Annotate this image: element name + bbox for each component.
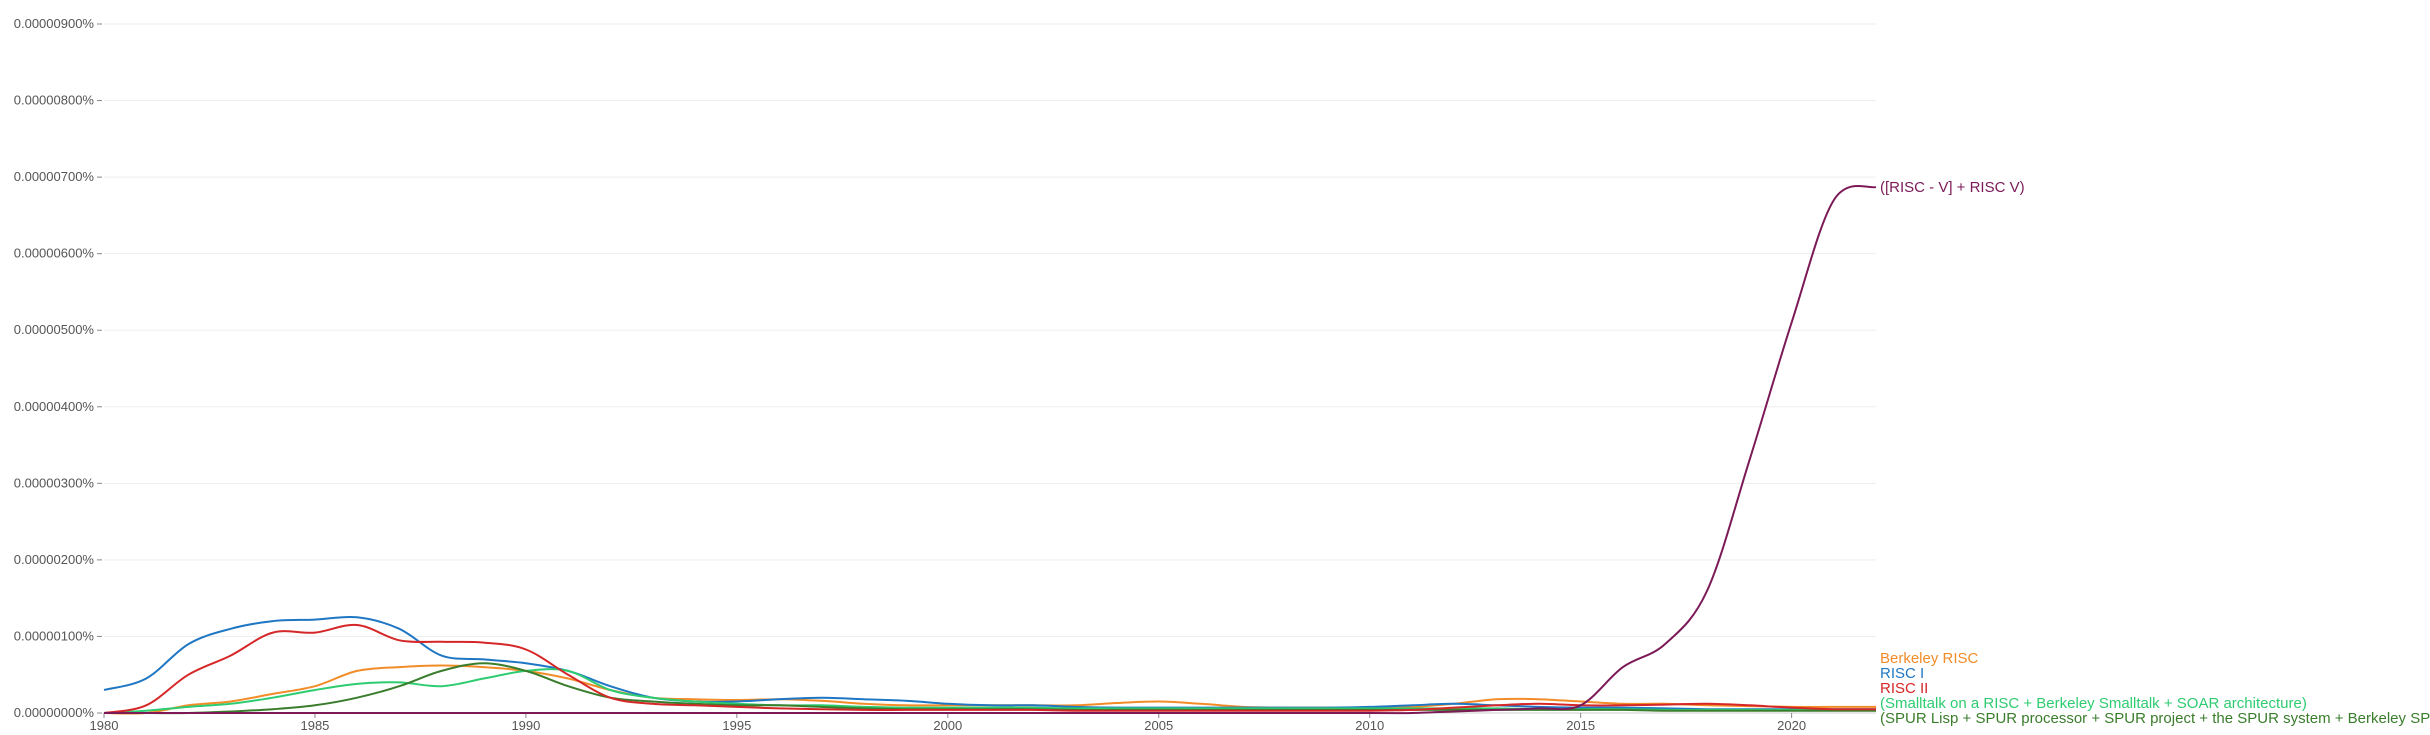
y-tick-label: 0.00000600% [14, 246, 95, 261]
series-label-risc-v-risc-v: ([RISC - V] + RISC V) [1880, 179, 2025, 196]
series-line-risc-i [103, 615, 1876, 711]
x-tick-label: 1990 [511, 718, 540, 733]
grid [104, 23, 1876, 637]
y-axis: 0.00000000% 0.00000100% 0.00000200% 0.00000… [14, 16, 102, 720]
y-tick-label: 0.00000000% [14, 705, 95, 720]
x-tick-label: 2015 [1566, 718, 1595, 733]
y-tick-label: 0.00000300% [14, 475, 95, 490]
y-tick-label: 0.00000100% [14, 628, 95, 643]
y-tick-label: 0.00000500% [14, 322, 95, 337]
x-tick-label: 1995 [722, 718, 751, 733]
x-tick-label: 2000 [933, 718, 962, 733]
y-tick-label: 0.00000800% [14, 93, 95, 108]
series-label-risc-ii: RISC II [1880, 680, 1928, 697]
x-axis: 1980 1985 1990 1995 2000 2005 2010 2015 2020 [90, 712, 1876, 733]
series-label-risc-i: RISC I [1880, 665, 1924, 682]
y-tick-label: 0.00000700% [14, 169, 95, 184]
x-tick-label: 2010 [1355, 718, 1384, 733]
series-label-smalltalk-on-a-risc-berkeley-smalltalk-soar-architecture: (Smalltalk on a RISC + Berkeley Smalltal… [1880, 695, 2307, 712]
x-tick-label: 1985 [300, 718, 329, 733]
series-label-spur-lisp-spur-processor-spur-project-the-spur-system-berkeley-spur: (SPUR Lisp + SPUR processor + SPUR proje… [1880, 710, 2430, 727]
y-tick-label: 0.00000200% [14, 552, 95, 567]
x-tick-label: 1980 [90, 718, 119, 733]
x-tick-label: 2005 [1144, 718, 1173, 733]
series-line-risc-v-risc-v [104, 184, 1877, 715]
y-tick-label: 0.00000400% [14, 399, 95, 414]
series-label-berkeley-risc: Berkeley RISC [1880, 650, 1979, 667]
x-tick-label: 2020 [1777, 718, 1806, 733]
y-tick-label: 0.00000900% [14, 16, 95, 31]
series-lines [103, 184, 1877, 715]
